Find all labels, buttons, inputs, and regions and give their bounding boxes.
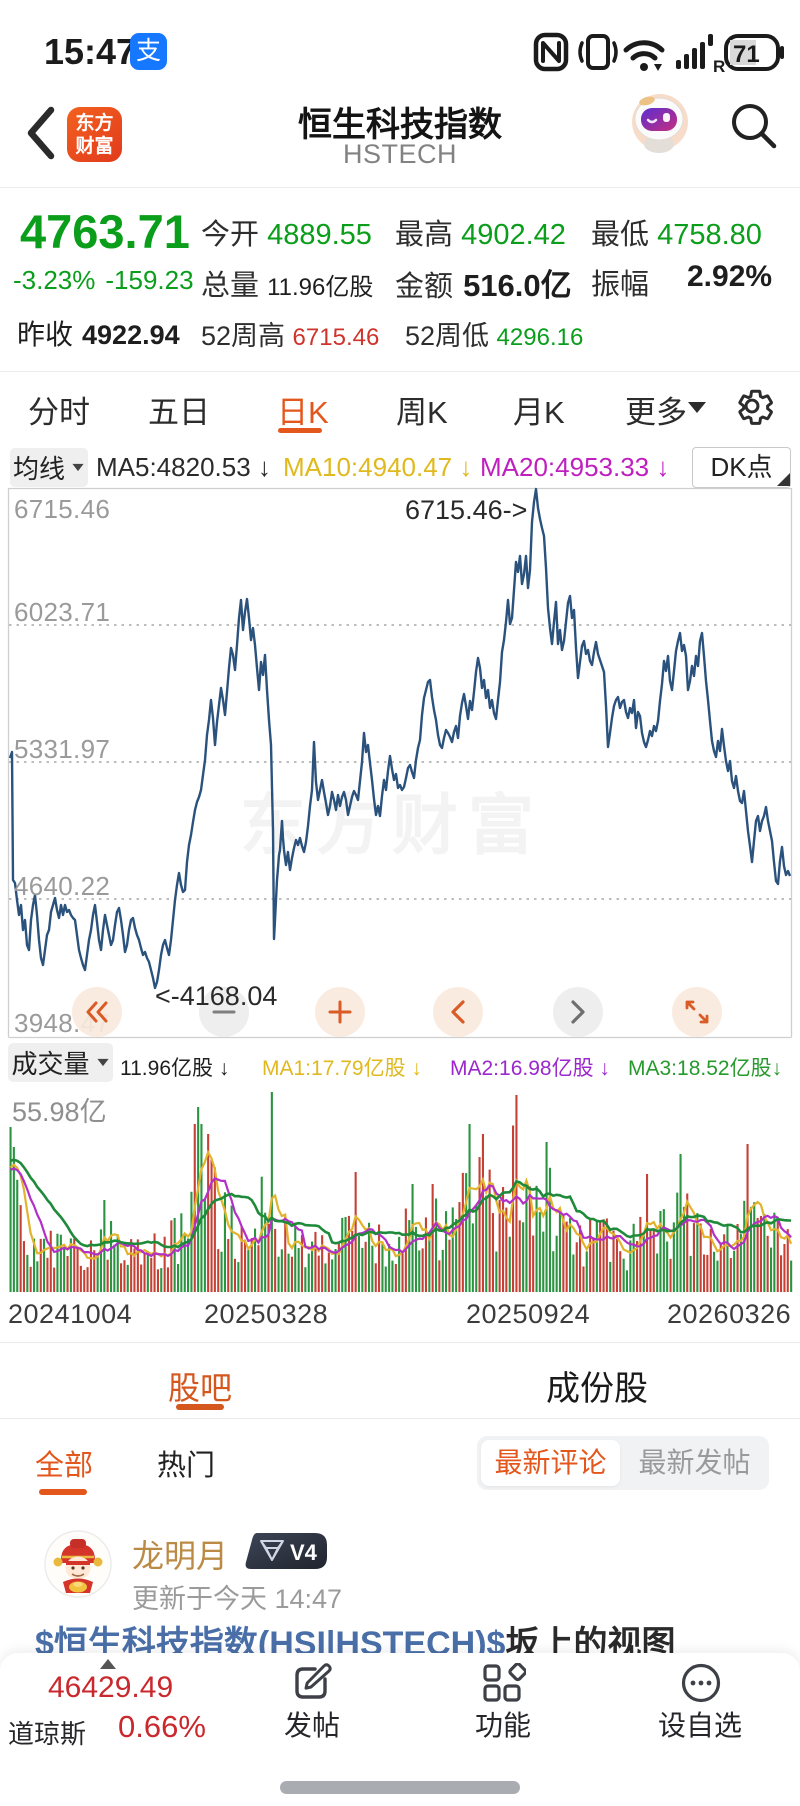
- svg-text:V4: V4: [290, 1540, 318, 1565]
- svg-text:71: 71: [733, 41, 760, 68]
- svg-text:R: R: [713, 57, 725, 76]
